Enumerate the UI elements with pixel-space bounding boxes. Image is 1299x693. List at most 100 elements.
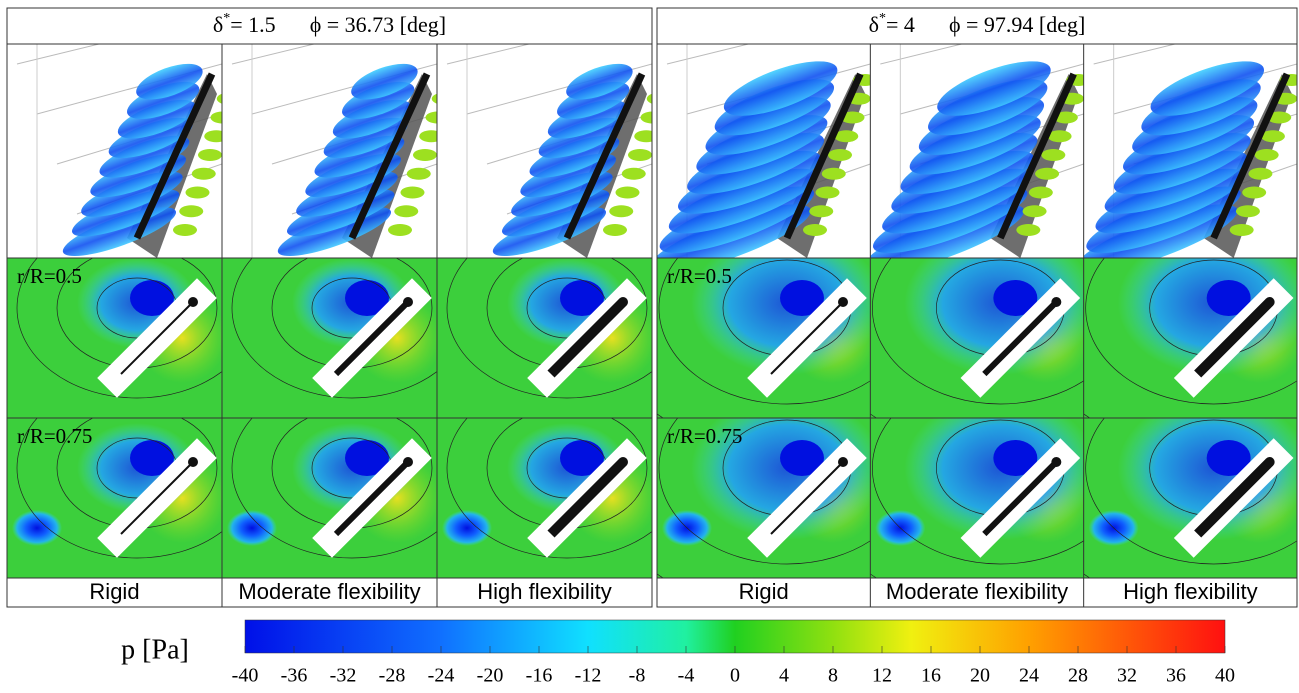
blade [547, 458, 627, 538]
column-label: High flexibility [1123, 579, 1258, 604]
blade [333, 459, 411, 537]
colorbar-tick-label: -32 [330, 665, 357, 687]
colorbar-tick-label: 36 [1166, 665, 1186, 687]
blade [563, 72, 646, 240]
box-line [231, 44, 317, 65]
blade [133, 72, 216, 240]
warm-blob [388, 224, 412, 236]
warm-blob [1267, 111, 1292, 124]
contour-image [222, 258, 437, 418]
contour-image [437, 258, 652, 418]
warm-blob [419, 130, 437, 143]
colorbar-tick-label: 16 [921, 665, 941, 687]
warm-blob [1242, 186, 1267, 199]
colorbar-tick-label: -8 [629, 665, 646, 687]
contour-image [7, 418, 222, 578]
warm-blob [803, 224, 827, 236]
column-label: Rigid [89, 579, 139, 604]
warm-blob [609, 205, 634, 218]
vortex [511, 171, 613, 217]
blade-tip [838, 297, 848, 307]
warm-blob [646, 93, 652, 104]
warm-blob [1248, 167, 1273, 180]
warm-blob [1260, 130, 1285, 143]
warm-blob [603, 224, 627, 236]
box-line [880, 44, 964, 65]
low-pressure [691, 258, 871, 375]
contour-image [1083, 418, 1297, 578]
panel-border [6, 7, 653, 608]
low-pressure-core [345, 440, 389, 476]
blade-tip [838, 457, 848, 467]
warm-blob [615, 186, 640, 199]
colorbar-tick-label: -28 [379, 665, 406, 687]
colorbar-tick-label: 0 [730, 665, 740, 687]
low-pressure-core [130, 280, 174, 316]
contour-image [657, 258, 871, 418]
row-label: r/R=0.75 [17, 424, 92, 448]
warm-blob [204, 130, 222, 143]
column-label: Rigid [739, 579, 789, 604]
contour-line [658, 418, 871, 565]
warm-blob [1028, 186, 1053, 199]
warm-blob [425, 111, 437, 124]
colorbar-tick-label: 28 [1068, 665, 1088, 687]
low-pressure [691, 418, 871, 540]
contour-line [1085, 258, 1297, 405]
warm-blob [840, 111, 865, 124]
contour-line [231, 258, 437, 399]
warm-blob [621, 167, 646, 180]
vortex [305, 153, 401, 198]
isosurface-image [222, 44, 437, 258]
warm-blob [634, 130, 652, 143]
colorbar-tick-label: 24 [1019, 665, 1039, 687]
isosurface-image [437, 44, 652, 258]
warm-blob [1047, 130, 1072, 143]
warm-blob [809, 205, 834, 218]
blade [1194, 298, 1274, 378]
warm-blob [179, 205, 204, 218]
warm-blob [191, 167, 216, 180]
low-pressure-core [780, 440, 824, 476]
header-phi: ϕ = 36.73 [deg] [310, 12, 446, 37]
vortex [1150, 61, 1265, 116]
colorbar-tick-label: -24 [428, 665, 455, 687]
warm-blob [394, 205, 419, 218]
low-pressure [904, 258, 1084, 375]
box-line [16, 44, 102, 65]
colorbar-tick-label: -20 [477, 665, 504, 687]
low-pressure-core [345, 280, 389, 316]
blade-tip [618, 457, 628, 467]
warm-blob [1016, 224, 1041, 236]
colorbar-tick-label: -36 [281, 665, 308, 687]
blade [120, 301, 194, 375]
vortex [351, 63, 418, 100]
blade-tip [1051, 297, 1062, 307]
low-pressure-core [560, 280, 604, 316]
panel-header: δ*= 4 ϕ = 97.94 [deg] [869, 11, 1086, 37]
blade [333, 299, 411, 377]
isosurface-image [1083, 44, 1297, 258]
blade-tip [1264, 297, 1275, 307]
row-label: r/R=0.5 [17, 264, 82, 288]
colorbar-tick-label: 32 [1117, 665, 1137, 687]
vortex [937, 61, 1051, 116]
contour-line [658, 258, 871, 405]
contour-line [446, 418, 652, 559]
header-delta-value: = 4 [886, 12, 915, 37]
contour-line [446, 258, 652, 399]
blade [1194, 458, 1274, 538]
blade [783, 72, 864, 240]
warm-blob [1041, 149, 1066, 161]
warm-blob [216, 93, 222, 104]
low-pressure [904, 418, 1084, 540]
warm-blob [185, 186, 210, 199]
warm-blob [1035, 167, 1060, 180]
colorbar-label: p [Pa] [121, 634, 189, 665]
colorbar-tick-label: 12 [872, 665, 892, 687]
column-label: High flexibility [477, 579, 612, 604]
warm-blob [431, 93, 437, 104]
colorbar-tick-label: -12 [575, 665, 602, 687]
low-pressure-core [993, 440, 1038, 476]
blade [770, 301, 844, 375]
